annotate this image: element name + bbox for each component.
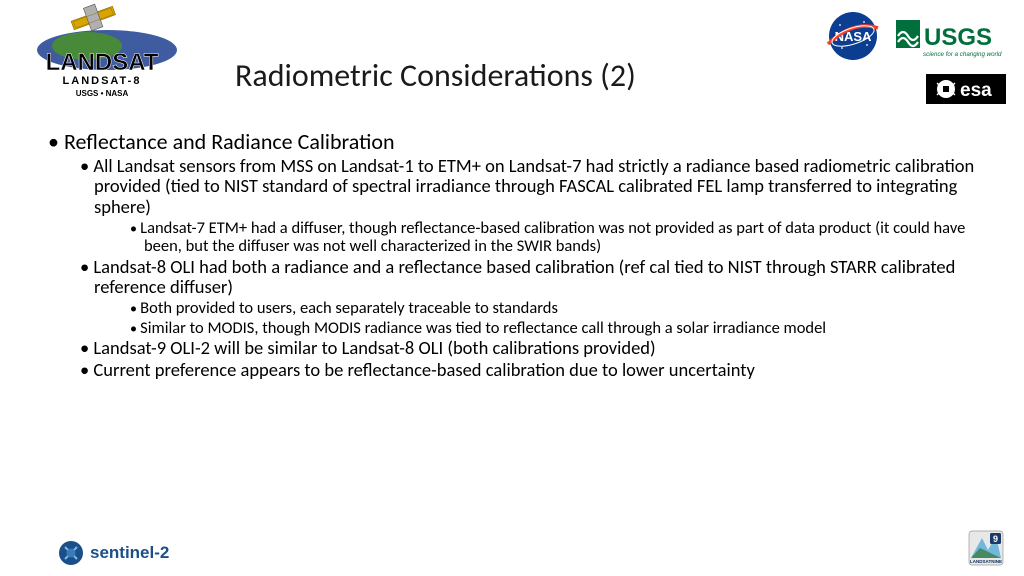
bullet-lvl2: Landsat-9 OLI-2 will be similar to Lands… (80, 338, 984, 359)
svg-text:9: 9 (993, 534, 998, 544)
bullet-lvl2: Current preference appears to be reflect… (80, 360, 984, 381)
bullet-lvl2: Landsat-8 OLI had both a radiance and a … (80, 257, 984, 337)
bullet-text: Landsat-7 ETM+ had a diffuser, though re… (140, 218, 965, 256)
svg-text:LANDSAT: LANDSAT (46, 49, 159, 76)
svg-text:NASA: NASA (835, 29, 872, 44)
svg-text:science for a changing world: science for a changing world (923, 51, 1002, 58)
bullet-text: Reflectance and Radiance Calibration (64, 128, 395, 155)
landsat-logo: LANDSAT LANDSAT-8 USGS • NASA (12, 2, 192, 102)
svg-text:USGS: USGS (924, 24, 992, 51)
bullet-lvl3: Landsat-7 ETM+ had a diffuser, though re… (130, 219, 984, 256)
svg-text:USGS • NASA: USGS • NASA (76, 89, 129, 98)
sentinel-text: sentinel-2 (90, 543, 169, 563)
svg-text:LANDSATNINE: LANDSATNINE (970, 559, 1002, 564)
footer: sentinel-2 9 LANDSATNINE (0, 530, 1024, 570)
header: LANDSAT LANDSAT-8 USGS • NASA Radiometri… (0, 0, 1024, 110)
bullet-text: Similar to MODIS, though MODIS radiance … (140, 318, 826, 338)
landsat9-logo: 9 LANDSATNINE (968, 530, 1004, 566)
sentinel-logo: sentinel-2 (58, 540, 169, 566)
content-body: Reflectance and Radiance Calibration All… (48, 130, 984, 383)
usgs-logo: USGS science for a changing world (896, 18, 1006, 62)
nasa-logo: NASA (822, 10, 884, 62)
bullet-lvl3: Both provided to users, each separately … (130, 299, 984, 317)
bullet-text: All Landsat sensors from MSS on Landsat-… (93, 154, 974, 218)
esa-logo: esa (926, 74, 1006, 104)
bullet-text: Both provided to users, each separately … (140, 298, 558, 318)
svg-text:esa: esa (960, 80, 992, 101)
bullet-lvl1: Reflectance and Radiance Calibration All… (48, 130, 984, 381)
bullet-text: Current preference appears to be reflect… (93, 358, 754, 381)
page-title: Radiometric Considerations (2) (235, 56, 636, 95)
svg-text:LANDSAT-8: LANDSAT-8 (63, 75, 142, 87)
bullet-lvl2: All Landsat sensors from MSS on Landsat-… (80, 156, 984, 256)
bullet-text: Landsat-9 OLI-2 will be similar to Lands… (93, 336, 655, 359)
bullet-lvl3: Similar to MODIS, though MODIS radiance … (130, 319, 984, 337)
bullet-text: Landsat-8 OLI had both a radiance and a … (93, 255, 955, 299)
